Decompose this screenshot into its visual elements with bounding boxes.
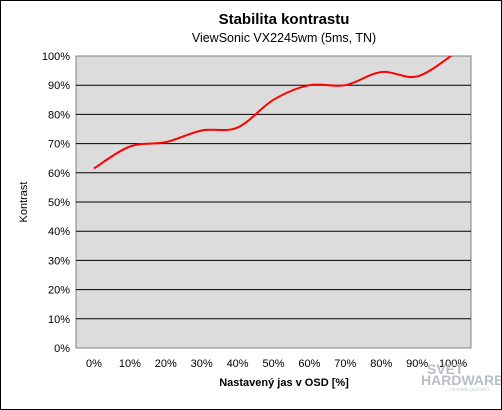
y-tick-label: 40% xyxy=(48,226,70,238)
y-tick-label: 60% xyxy=(48,168,70,180)
series-line xyxy=(93,56,453,170)
y-axis-label: Kontrast xyxy=(18,182,30,223)
x-tick-label: 40% xyxy=(227,358,249,370)
x-tick-label: 50% xyxy=(262,358,284,370)
series-layer xyxy=(93,56,453,170)
x-tick-label: 0% xyxy=(86,358,102,370)
y-tick-label: 100% xyxy=(42,51,70,63)
y-tick-label: 90% xyxy=(48,80,70,92)
watermark-logo: SVET HARDWARE ...ve svete počítačů xyxy=(421,361,501,393)
y-tick-label: 20% xyxy=(48,285,70,297)
x-tick-labels: 0% 10% 20% 30% 40% 50% 60% 70% 80% 90% 100% xyxy=(86,358,467,370)
y-tick-label: 30% xyxy=(48,255,70,267)
y-tick-label: 80% xyxy=(48,109,70,121)
y-tick-label: 10% xyxy=(48,314,70,326)
y-tick-label: 70% xyxy=(48,139,70,151)
x-axis-label: Nastavený jas v OSD [%] xyxy=(219,377,349,389)
x-tick-label: 80% xyxy=(370,358,392,370)
watermark-line1: SVET xyxy=(427,361,464,377)
x-tick-label: 70% xyxy=(334,358,356,370)
watermark-line2: HARDWARE xyxy=(421,372,501,388)
chart-subtitle: ViewSonic VX2245wm (5ms, TN) xyxy=(192,31,376,45)
y-tick-label: 0% xyxy=(54,343,70,355)
chart-title: Stabilita kontrastu xyxy=(219,11,350,28)
x-tick-label: 60% xyxy=(298,358,320,370)
y-tick-label: 50% xyxy=(48,197,70,209)
x-tick-label: 20% xyxy=(155,358,177,370)
grid-lines xyxy=(76,84,471,320)
x-tick-label: 90% xyxy=(406,358,428,370)
x-tick-label: 30% xyxy=(191,358,213,370)
x-tick-label: 100% xyxy=(439,358,467,370)
x-tick-label: 10% xyxy=(119,358,141,370)
y-tick-labels: 0% 10% 20% 30% 40% 50% 60% 70% 80% 90% 100% xyxy=(42,51,70,355)
watermark-line3: ...ve svete počítačů xyxy=(446,386,489,393)
